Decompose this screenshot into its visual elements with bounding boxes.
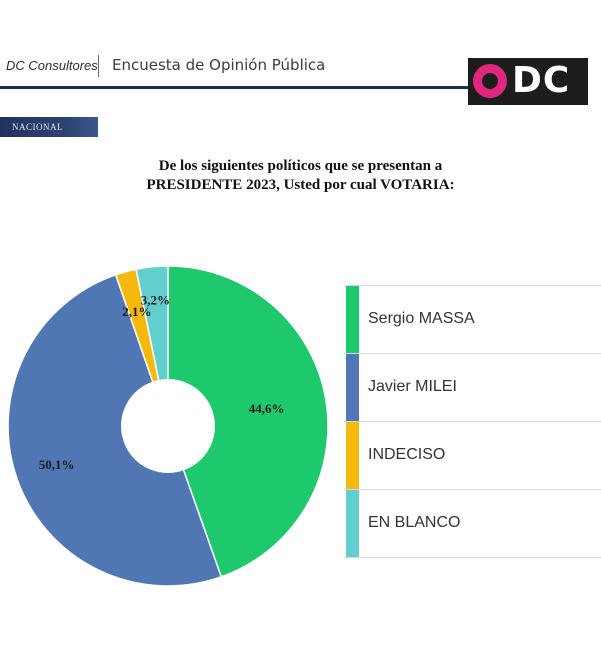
legend-swatch xyxy=(346,354,359,421)
donut-hole xyxy=(121,379,215,473)
scope-tag-label: NACIONAL xyxy=(12,122,63,132)
legend-item-javier-milei: Javier MILEI xyxy=(344,353,601,421)
question-title: De los siguientes políticos que se prese… xyxy=(0,157,601,195)
odc-logo: DC xyxy=(468,58,588,105)
data-label-en-blanco: 3,2% xyxy=(141,293,170,308)
legend-label: Javier MILEI xyxy=(368,378,457,395)
legend-item-indeciso: INDECISO xyxy=(344,421,601,489)
legend-item-sergio-massa: Sergio MASSA xyxy=(344,285,601,353)
report-header: DC Consultores Encuesta de Opinión Públi… xyxy=(0,0,601,110)
header-rule xyxy=(0,86,470,89)
data-label-indeciso: 2,1% xyxy=(122,304,151,319)
brand-name: DC Consultores xyxy=(6,58,98,73)
logo-ring-icon xyxy=(473,64,507,98)
legend-item-en-blanco: EN BLANCO xyxy=(344,489,601,558)
legend-swatch xyxy=(346,422,359,489)
logo-text: DC xyxy=(512,60,571,101)
question-line-1: De los siguientes políticos que se prese… xyxy=(158,158,443,174)
data-label-sergio-massa: 44,6% xyxy=(249,401,285,416)
legend-swatch xyxy=(346,286,359,353)
survey-title: Encuesta de Opinión Pública xyxy=(112,56,326,74)
slice-javier-milei xyxy=(7,273,223,587)
data-label-javier-milei: 50,1% xyxy=(39,457,75,472)
scope-tag: NACIONAL xyxy=(0,117,98,137)
legend-label: Sergio MASSA xyxy=(368,310,475,327)
legend-label: EN BLANCO xyxy=(368,514,461,531)
legend-label: INDECISO xyxy=(368,446,446,463)
chart-legend: Sergio MASSA Javier MILEI INDECISO EN BLANC… xyxy=(344,285,601,558)
slice-sergio-massa xyxy=(167,265,329,578)
legend-swatch xyxy=(346,490,359,557)
header-separator xyxy=(98,55,99,77)
question-line-2: PRESIDENTE 2023, Usted por cual VOTARIA: xyxy=(146,177,455,193)
donut-chart: 44,6% 50,1% 2,1%3,2% xyxy=(7,265,329,587)
